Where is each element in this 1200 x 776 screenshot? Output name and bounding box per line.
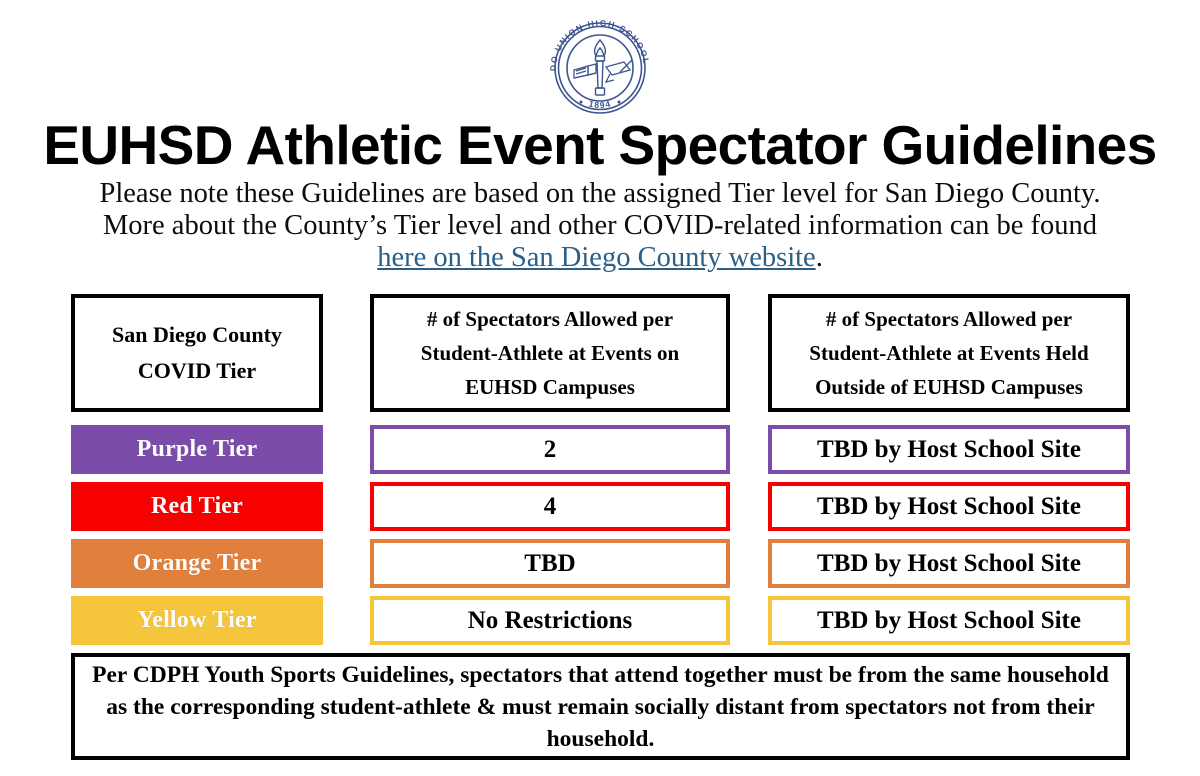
- column-gap-2: [730, 596, 768, 645]
- table-row-gap: [71, 531, 1130, 539]
- header-row-gap: [71, 412, 1130, 425]
- column-header-on-campus-line-3: EUHSD Campuses: [465, 375, 635, 399]
- column-gap-2: [730, 425, 768, 474]
- column-gap-1: [323, 294, 370, 412]
- column-header-on-campus-line-1: # of Spectators Allowed per: [426, 307, 674, 331]
- column-gap-2: [730, 539, 768, 588]
- on-campus-value-cell: 2: [370, 425, 730, 474]
- table-body: Purple Tier 2 TBD by Host School Site Red T…: [71, 425, 1130, 645]
- district-logo: ESCONDIDO UNION HIGH SCHOOL DISTRICT 189…: [0, 12, 1200, 120]
- off-campus-value-cell: TBD by Host School Site: [768, 596, 1130, 645]
- spectator-guidelines-table: San Diego County COVID Tier # of Spectat…: [71, 294, 1130, 645]
- subtitle-text-before-link: Please note these Guidelines are based o…: [99, 178, 1101, 241]
- table-row: Orange Tier TBD TBD by Host School Site: [71, 539, 1130, 588]
- column-gap-2: [730, 482, 768, 531]
- column-gap-1: [323, 425, 370, 474]
- column-header-tier-line-2: COVID Tier: [137, 358, 257, 383]
- column-gap-1: [323, 482, 370, 531]
- table-row-gap: [71, 588, 1130, 596]
- column-header-tier: San Diego County COVID Tier: [71, 294, 323, 412]
- on-campus-value-cell: 4: [370, 482, 730, 531]
- column-header-on-campus: # of Spectators Allowed per Student-Athl…: [370, 294, 730, 412]
- on-campus-value-cell: TBD: [370, 539, 730, 588]
- column-header-tier-line-1: San Diego County: [112, 322, 282, 347]
- column-gap-1: [323, 539, 370, 588]
- page-title: EUHSD Athletic Event Spectator Guideline…: [43, 114, 1157, 176]
- off-campus-value-cell: TBD by Host School Site: [768, 539, 1130, 588]
- off-campus-value-cell: TBD by Host School Site: [768, 482, 1130, 531]
- column-gap-2: [730, 294, 768, 412]
- column-header-off-campus-line-2: Student-Athlete at Events Held: [809, 341, 1089, 365]
- cdph-guidelines-note-box: Per CDPH Youth Sports Guidelines, specta…: [71, 653, 1130, 760]
- subtitle-text-after-link: .: [815, 242, 823, 273]
- tier-label-cell: Yellow Tier: [71, 596, 323, 645]
- table-header-row: San Diego County COVID Tier # of Spectat…: [71, 294, 1130, 412]
- off-campus-value-cell: TBD by Host School Site: [768, 425, 1130, 474]
- on-campus-value-cell: No Restrictions: [370, 596, 730, 645]
- table-row-gap: [71, 474, 1130, 482]
- column-header-off-campus-line-1: # of Spectators Allowed per: [825, 307, 1073, 331]
- page-subtitle: Please note these Guidelines are based o…: [85, 178, 1115, 274]
- table-row: Purple Tier 2 TBD by Host School Site: [71, 425, 1130, 474]
- tier-label-cell: Purple Tier: [71, 425, 323, 474]
- column-header-off-campus: # of Spectators Allowed per Student-Athl…: [768, 294, 1130, 412]
- tier-label-cell: Red Tier: [71, 482, 323, 531]
- tier-label-cell: Orange Tier: [71, 539, 323, 588]
- svg-text:ESCONDIDO UNION HIGH SCHOOL DI: ESCONDIDO UNION HIGH SCHOOL DISTRICT: [540, 12, 652, 71]
- column-gap-1: [323, 596, 370, 645]
- table-row: Yellow Tier No Restrictions TBD by Host Sc…: [71, 596, 1130, 645]
- table-row: Red Tier 4 TBD by Host School Site: [71, 482, 1130, 531]
- column-header-off-campus-line-3: Outside of EUHSD Campuses: [815, 375, 1083, 399]
- svg-text:1894: 1894: [588, 98, 612, 110]
- san-diego-county-website-link[interactable]: here on the San Diego County website: [377, 242, 816, 273]
- cdph-guidelines-note: Per CDPH Youth Sports Guidelines, specta…: [92, 661, 1109, 752]
- school-seal-icon: ESCONDIDO UNION HIGH SCHOOL DISTRICT 189…: [540, 12, 652, 114]
- column-header-on-campus-line-2: Student-Athlete at Events on: [420, 341, 680, 365]
